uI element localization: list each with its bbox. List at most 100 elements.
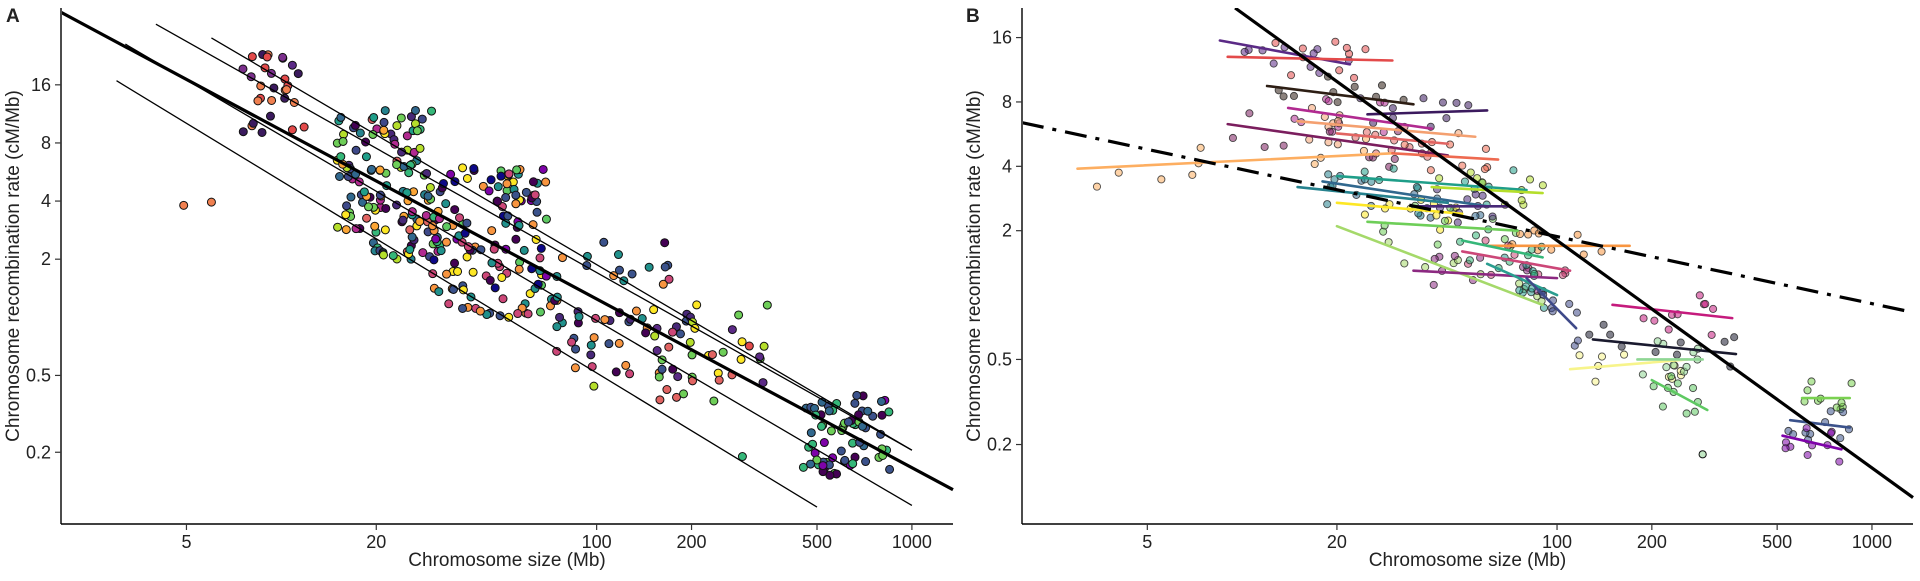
data-point [1682,409,1691,418]
data-point [441,199,451,209]
overall-fit-line [1234,8,1914,499]
y-axis-title: Chromosome recombination rate (cM/Mb) [3,90,24,442]
x-tick-label: 100 [1542,532,1572,552]
data-point [1701,299,1710,309]
data-point [817,421,827,431]
y-tick-label: 8 [1002,92,1012,112]
x-tick-label: 500 [802,532,832,552]
data-point [450,205,460,215]
data-point [1325,127,1334,136]
data-point [1538,181,1547,190]
panel-b: 5 20 100 200 500 1000 0.2 0.5 2 4 8 16 Chromosome si… [964,8,1914,571]
data-point [535,307,545,317]
data-point [727,325,737,335]
data-point [1350,82,1359,91]
outlier-point [589,381,599,391]
data-point [1240,47,1249,56]
data-point [1290,114,1299,123]
x-tick-label: 5 [181,532,191,552]
data-point [265,111,275,121]
panel-a: 5 20 100 200 500 1000 0.2 0.5 2 4 8 16 Chromosome si… [3,8,954,571]
species-regression-line [1366,220,1519,232]
data-point [1333,140,1342,149]
data-point [1781,444,1790,453]
data-point [1638,370,1647,379]
quantile-line [116,80,818,508]
data-point [427,106,437,116]
data-point [502,179,512,189]
species-regression-line [1321,180,1489,208]
data-point [759,341,769,351]
species-regression-line [1781,434,1843,451]
data-point [627,269,637,279]
species-regression-line [1076,152,1394,170]
data-point [586,340,596,350]
y-tick-label: 4 [1002,156,1012,176]
data-point [462,173,472,183]
data-point [1342,43,1351,52]
data-point [1500,235,1509,244]
plot-area [1023,8,1914,499]
data-point [1688,383,1698,393]
data-point [621,360,631,370]
data-point [861,457,871,467]
data-point [351,145,361,155]
data-point [415,143,425,153]
data-point [1585,330,1594,339]
data-point [541,177,551,187]
data-point [1653,337,1662,346]
data-point [1465,256,1474,265]
quantile-line [155,23,913,451]
data-point [1650,316,1659,325]
x-tick-label: 20 [366,532,386,552]
data-point [455,213,465,223]
data-point [1597,247,1606,256]
data-point [1286,71,1296,80]
data-point [1662,363,1671,372]
data-point [501,193,511,203]
y-tick-label: 0.5 [26,365,51,385]
data-point [513,309,523,319]
outlier-point [341,210,351,220]
data-point [1453,218,1462,227]
data-point [824,406,834,416]
data-point [485,275,495,285]
data-point [1452,98,1461,107]
x-tick-label: 200 [677,532,707,552]
data-point [570,363,580,373]
data-point [1572,308,1581,317]
data-point [1279,141,1288,150]
data-point [1400,259,1409,268]
data-point [843,417,853,427]
data-point [448,284,458,294]
species-regression-line [1650,378,1709,412]
data-point [826,426,836,436]
data-point [253,96,263,106]
data-point [1279,92,1288,101]
data-point [762,300,772,310]
data-point [514,264,524,274]
data-point [685,337,695,347]
data-point [429,255,439,265]
species-regression-line [1296,185,1450,205]
data-point [1803,450,1812,460]
data-point [496,171,506,181]
species-regression-line [1568,358,1690,371]
y-tick-label: 4 [41,191,51,211]
data-point [692,300,702,310]
data-point [884,407,894,417]
data-point [1360,210,1369,219]
data-point [379,125,389,135]
data-point [442,269,452,279]
data-point [267,95,277,105]
data-point [1481,236,1490,245]
data-point [1835,457,1844,466]
species-regression-line [1335,224,1544,307]
data-point [1617,342,1626,351]
data-point [1471,231,1480,240]
data-point [1807,377,1816,386]
data-point [1707,330,1716,339]
data-point [1525,175,1535,184]
data-point [1575,351,1584,360]
